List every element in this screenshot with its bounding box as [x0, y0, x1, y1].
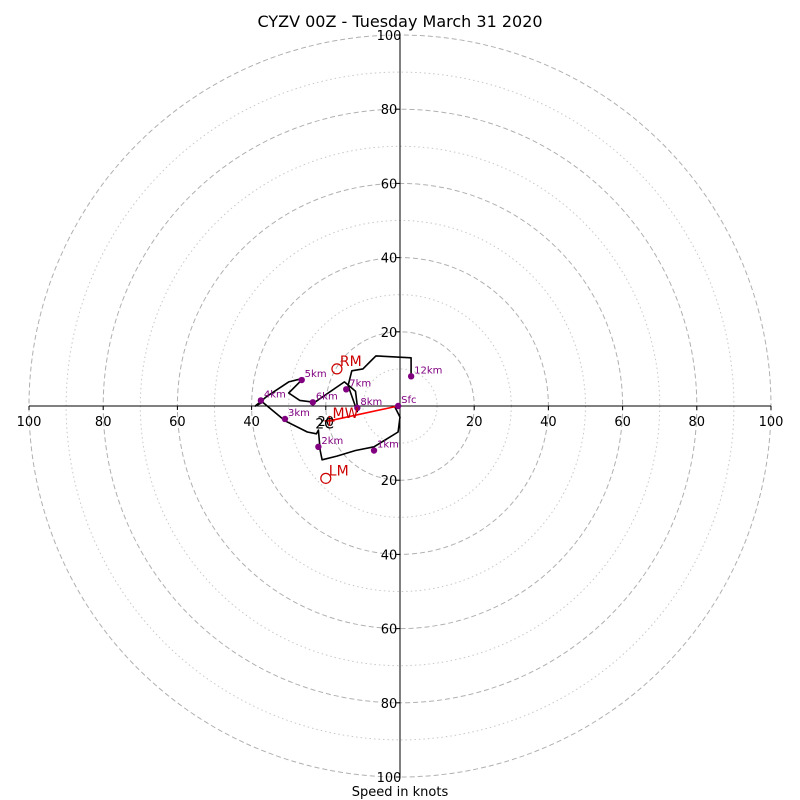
height-point-7km — [343, 386, 350, 393]
hodograph-trace — [254, 355, 412, 461]
height-point-12km — [407, 373, 415, 380]
annotation-label: 2C — [315, 417, 334, 433]
storm-motion-marker-lm — [320, 472, 332, 484]
height-label-5km: 5km — [305, 369, 327, 380]
x-tick-label: 100 — [759, 415, 784, 430]
height-point-4km — [257, 397, 265, 404]
y-tick-label: 100 — [377, 771, 402, 786]
height-label-12km: 12km — [414, 365, 442, 376]
y-tick-label: 60 — [381, 623, 398, 638]
x-tick-label: 40 — [540, 415, 557, 430]
height-label-1km: 1km — [377, 440, 399, 451]
x-tick-label: 60 — [169, 415, 186, 430]
x-tick-label: 20 — [466, 415, 483, 430]
x-tick-label: 40 — [243, 415, 260, 430]
height-point-3km — [281, 415, 289, 423]
y-tick-label: 40 — [381, 252, 398, 267]
height-point-8km — [354, 404, 361, 412]
y-tick-label: 80 — [381, 103, 398, 118]
y-tick-label: 20 — [381, 474, 398, 489]
height-point-sfc — [394, 402, 402, 410]
height-label-8km: 8km — [360, 397, 382, 408]
x-tick-label: 80 — [95, 415, 112, 430]
storm-motion-label-rm: RM — [340, 354, 362, 370]
height-label-7km: 7km — [349, 378, 371, 389]
height-point-6km — [309, 399, 317, 406]
storm-motion-label-mw: MW — [333, 406, 359, 422]
height-label-6km: 6km — [316, 391, 338, 402]
height-point-2km — [315, 443, 322, 451]
y-tick-label: 100 — [377, 29, 402, 44]
y-tick-label: 40 — [381, 548, 398, 563]
x-axis-label: Speed in knots — [352, 785, 449, 800]
y-tick-label: 80 — [381, 697, 398, 712]
storm-motion-label-lm: LM — [329, 463, 349, 479]
x-tick-label: 100 — [17, 415, 42, 430]
mean-wind-marker — [324, 415, 335, 426]
height-point-5km — [298, 376, 305, 384]
height-point-1km — [370, 447, 378, 454]
y-tick-label: 60 — [381, 177, 398, 192]
x-tick-label: 80 — [689, 415, 706, 430]
hodograph-line — [254, 355, 412, 461]
bulk-shear-vector — [329, 405, 399, 422]
y-tick-label: 20 — [381, 326, 398, 341]
storm-motion-marker-rm — [331, 363, 343, 375]
height-label-2km: 2km — [321, 436, 343, 447]
height-label-4km: 4km — [264, 389, 286, 400]
chart-title: CYZV 00Z - Tuesday March 31 2020 — [257, 12, 542, 31]
x-tick-label: 60 — [614, 415, 631, 430]
height-label-3km: 3km — [288, 408, 310, 419]
height-label-sfc: Sfc — [401, 395, 416, 406]
